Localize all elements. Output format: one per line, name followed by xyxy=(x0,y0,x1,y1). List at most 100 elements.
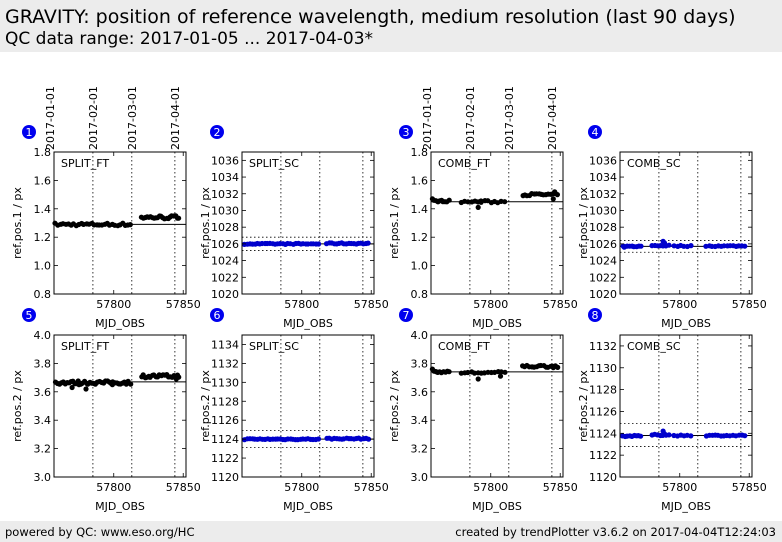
chart-panel-7: 7 3.0 3.2 3.4 3.6 3.8 4.0 57800 57850 MJD_OBS ref.… xyxy=(388,308,578,513)
y-tick-label: 1024 xyxy=(211,255,239,268)
y-tick-label: 1036 xyxy=(589,154,617,167)
x-axis-label: MJD_OBS xyxy=(283,317,333,330)
date-tick-label: 2017-01-01 xyxy=(44,86,57,150)
plot-frame xyxy=(619,334,753,478)
y-tick-label: 3.2 xyxy=(34,443,52,456)
y-tick-label: 1134 xyxy=(211,338,239,351)
y-tick-label: 1128 xyxy=(211,395,239,408)
data-point xyxy=(497,373,504,379)
x-axis-label: MJD_OBS xyxy=(95,317,145,330)
y-axis-label: ref.pos.2 / px xyxy=(199,370,212,442)
data-point xyxy=(471,370,478,376)
y-tick-label: 1.8 xyxy=(34,146,52,159)
footer-credit: powered by QC: www.eso.org/HC xyxy=(5,525,195,539)
date-tick-label: 2017-04-01 xyxy=(546,86,559,150)
data-point xyxy=(666,432,672,438)
data-point xyxy=(742,433,748,439)
data-point xyxy=(173,376,179,382)
series-label: SPLIT_SC xyxy=(249,340,299,353)
x-tick-label: 57850 xyxy=(732,298,767,311)
y-axis-label: ref.pos.1 / px xyxy=(199,187,212,259)
y-tick-label: 1020 xyxy=(211,288,239,301)
footer-generator: created by trendPlotter v3.6.2 on 2017-0… xyxy=(455,525,776,539)
plot-frame xyxy=(53,151,187,295)
panel-number-label: 3 xyxy=(403,126,410,139)
page-subtitle: QC data range: 2017-01-05 ... 2017-04-03… xyxy=(5,29,374,49)
data-point xyxy=(465,199,471,205)
y-tick-label: 1034 xyxy=(211,171,239,184)
y-tick-label: 3.4 xyxy=(411,414,429,427)
y-tick-label: 1024 xyxy=(589,255,617,268)
series-label: SPLIT_FT xyxy=(61,340,109,353)
data-point xyxy=(76,382,82,388)
x-axis-label: MJD_OBS xyxy=(661,317,711,330)
chart-panel-2: 2 1020 1022 1024 1026 1028 1030 1032 1034 1036 578… xyxy=(199,125,389,330)
panel-number-badge xyxy=(22,308,36,322)
panel-number-label: 5 xyxy=(26,309,33,322)
y-tick-label: 3.8 xyxy=(34,357,52,370)
y-tick-label: 1132 xyxy=(211,357,239,370)
y-tick-label: 1122 xyxy=(589,449,617,462)
data-point xyxy=(127,222,133,228)
y-tick-label: 1022 xyxy=(589,271,617,284)
x-tick-label: 57850 xyxy=(543,298,578,311)
data-point xyxy=(128,381,134,387)
x-tick-label: 57800 xyxy=(473,298,508,311)
y-tick-label: 3.4 xyxy=(34,414,52,427)
y-tick-label: 1.2 xyxy=(34,231,52,244)
data-point xyxy=(661,240,668,246)
date-tick-label: 2017-02-01 xyxy=(464,86,477,150)
y-tick-label: 0.8 xyxy=(411,288,429,301)
series-label: SPLIT_FT xyxy=(61,157,109,170)
y-tick-label: 1.2 xyxy=(411,231,429,244)
chart-panel-5: 5 3.0 3.2 3.4 3.6 3.8 4.0 57800 57850 MJD_OBS ref.… xyxy=(11,308,201,513)
data-point xyxy=(638,433,644,439)
y-tick-label: 1120 xyxy=(211,471,239,484)
data-point xyxy=(742,243,748,249)
data-point xyxy=(550,365,556,371)
panel-number-badge xyxy=(210,125,224,139)
data-point xyxy=(638,243,644,249)
data-point xyxy=(688,433,694,439)
y-axis-label: ref.pos.2 / px xyxy=(11,370,24,442)
y-tick-label: 1132 xyxy=(589,340,617,353)
data-point xyxy=(316,241,322,247)
y-tick-label: 1030 xyxy=(211,204,239,217)
data-point xyxy=(475,376,481,382)
y-tick-label: 1130 xyxy=(589,362,617,375)
panel-number-label: 6 xyxy=(214,309,221,322)
x-axis-label: MJD_OBS xyxy=(472,317,522,330)
date-tick-label: 2017-01-01 xyxy=(421,86,434,150)
panel-number-label: 4 xyxy=(592,126,599,139)
plot-frame xyxy=(430,151,564,295)
y-tick-label: 1.4 xyxy=(411,203,429,216)
panel-number-label: 8 xyxy=(592,309,599,322)
x-tick-label: 57850 xyxy=(543,481,578,494)
panel-number-label: 2 xyxy=(214,126,221,139)
x-tick-label: 57850 xyxy=(166,298,201,311)
data-point xyxy=(109,382,115,388)
y-tick-label: 1124 xyxy=(211,433,239,446)
series-label: SPLIT_SC xyxy=(249,157,299,170)
series-label: COMB_SC xyxy=(627,340,681,353)
y-tick-label: 3.2 xyxy=(411,443,429,456)
y-tick-label: 1126 xyxy=(589,405,617,418)
plot-frame xyxy=(619,151,753,295)
date-tick-label: 2017-03-01 xyxy=(503,86,516,150)
y-axis-label: ref.pos.1 / px xyxy=(11,187,24,259)
y-tick-label: 3.6 xyxy=(411,386,429,399)
data-point xyxy=(446,197,452,203)
data-point xyxy=(366,436,372,442)
chart-panel-4: 4 1020 1022 1024 1026 1028 1030 1032 1034 1036 578… xyxy=(577,125,767,330)
data-point xyxy=(478,198,484,204)
date-tick-label: 2017-04-01 xyxy=(169,86,182,150)
x-tick-label: 57850 xyxy=(166,481,201,494)
y-tick-label: 1026 xyxy=(211,238,239,251)
plot-frame xyxy=(430,334,564,478)
y-tick-label: 1034 xyxy=(589,171,617,184)
x-tick-label: 57850 xyxy=(354,481,389,494)
panel-number-label: 1 xyxy=(26,126,33,139)
panel-number-badge xyxy=(399,125,413,139)
y-axis-label: ref.pos.1 / px xyxy=(388,187,401,259)
